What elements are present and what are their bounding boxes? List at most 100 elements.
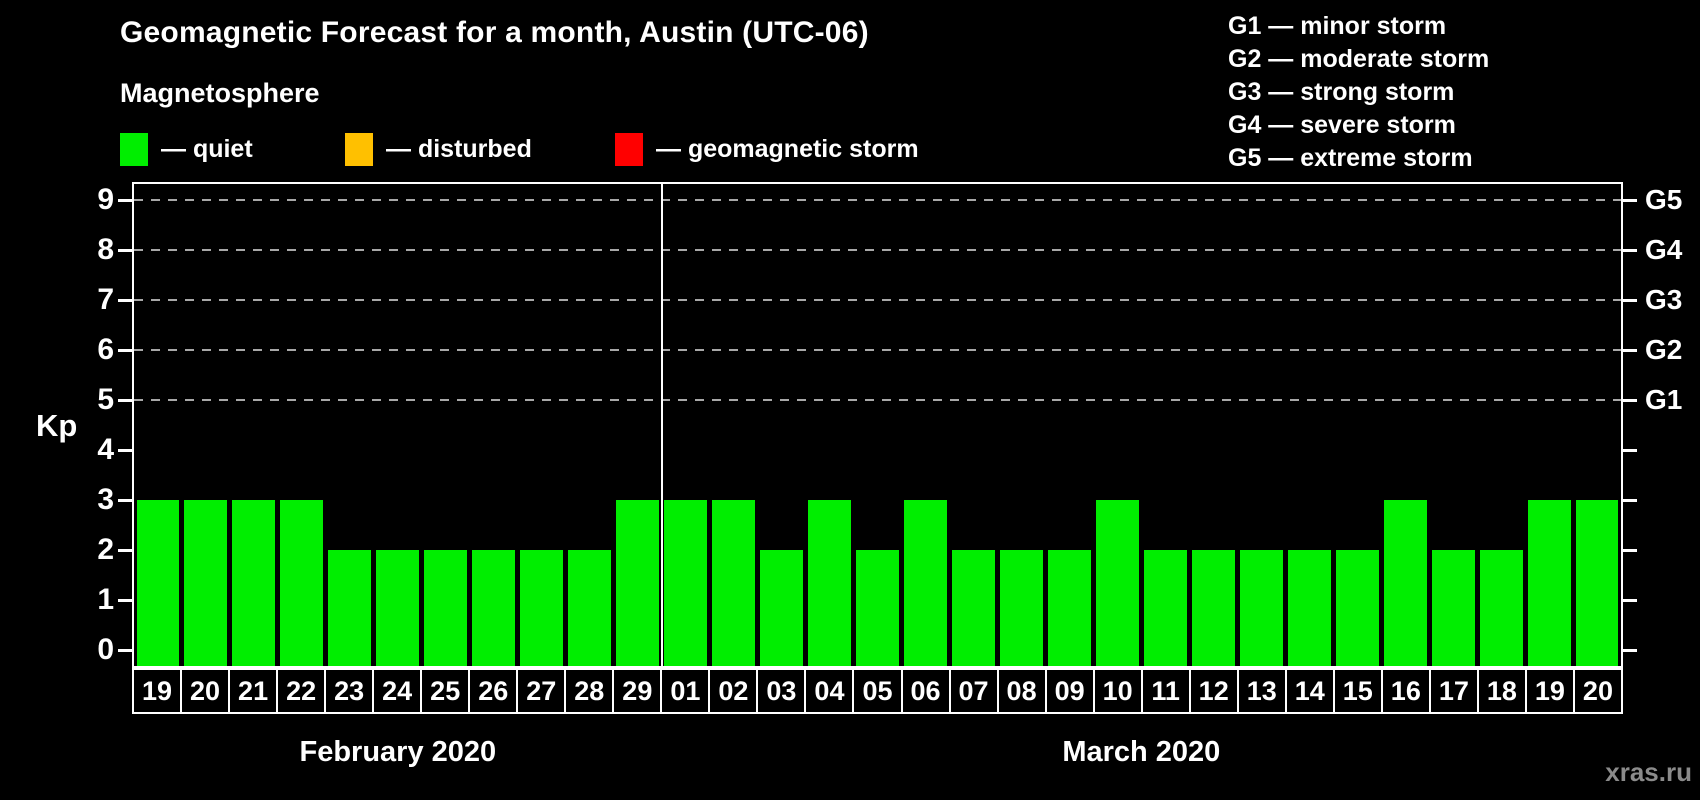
kp-bar-19 [136,500,180,666]
day-label-19: 19 [132,668,183,714]
legend-swatch-geomagnetic-storm [615,132,643,166]
right-axis-tick-2 [1623,549,1637,552]
day-label-20: 20 [1572,668,1623,714]
day-label-29: 29 [612,668,663,714]
kp-bar-26 [472,550,516,666]
gridline-kp8 [134,249,1621,251]
watermark: xras.ru [1605,757,1692,787]
y-axis-tick-4 [118,449,132,452]
y-axis-tick-3 [118,499,132,502]
y-axis-tick-8 [118,249,132,252]
day-label-15: 15 [1332,668,1383,714]
kp-bar-20 [184,500,228,666]
y-tick-label-7: 7 [97,283,114,316]
day-label-12: 12 [1188,668,1239,714]
month-label-february: February 2020 [299,736,497,768]
g-scale-legend: G1 — minor storm G2 — moderate storm G3 — … [1228,10,1489,175]
g-axis-label-g2: G2 [1645,334,1683,365]
gridline-kp6 [134,349,1621,351]
right-axis-tick-8 [1623,249,1637,252]
day-axis: 19 20 21 22 23 24 25 26 27 28 29 01 02 03 04 05 06 07 08 09… [132,668,1623,714]
kp-bar-01 [664,500,708,666]
kp-bar-17 [1431,550,1475,666]
g-legend-item-g3: G3 — strong storm [1228,78,1455,106]
kp-bar-08 [999,550,1043,666]
day-label-13: 13 [1236,668,1287,714]
y-axis-tick-7 [118,299,132,302]
kp-bar-06 [903,500,947,666]
day-label-02: 02 [708,668,759,714]
legend-label-disturbed: — disturbed [386,134,532,163]
month-separator-line [660,184,663,666]
legend-swatch-quiet [120,132,148,166]
right-axis-tick-0 [1623,649,1637,652]
right-axis-tick-5 [1623,399,1637,402]
y-tick-label-9: 9 [97,183,114,216]
g-legend-item-g5: G5 — extreme storm [1228,144,1473,172]
right-axis-tick-3 [1623,499,1637,502]
legend-label-quiet: — quiet [161,134,253,163]
kp-bar-16 [1383,500,1427,666]
day-label-03: 03 [756,668,807,714]
right-axis-tick-6 [1623,349,1637,352]
kp-bar-15 [1335,550,1379,666]
day-label-04: 04 [804,668,855,714]
month-label-march: March 2020 [1062,736,1221,768]
day-label-20: 20 [180,668,231,714]
right-axis-tick-7 [1623,299,1637,302]
kp-bar-07 [951,550,995,666]
kp-bar-22 [280,500,324,666]
y-axis-tick-1 [118,599,132,602]
kp-bar-27 [520,550,564,666]
y-axis-tick-6 [118,349,132,352]
day-label-17: 17 [1428,668,1479,714]
day-label-16: 16 [1380,668,1431,714]
kp-bar-28 [568,550,612,666]
day-label-23: 23 [324,668,375,714]
day-label-19: 19 [1524,668,1575,714]
kp-bar-23 [328,550,372,666]
legend-swatch-disturbed [345,132,373,166]
y-tick-label-4: 4 [97,433,114,466]
day-label-25: 25 [420,668,471,714]
legend-item-geomagnetic-storm: — geomagnetic storm [615,130,919,168]
y-tick-label-6: 6 [97,333,114,366]
g-axis-label-g4: G4 [1645,234,1683,265]
kp-bar-09 [1047,550,1091,666]
right-axis-tick-9 [1623,199,1637,202]
day-label-22: 22 [276,668,327,714]
right-axis-tick-4 [1623,449,1637,452]
day-label-18: 18 [1476,668,1527,714]
day-label-26: 26 [468,668,519,714]
day-label-27: 27 [516,668,567,714]
day-label-01: 01 [660,668,711,714]
kp-bar-29 [616,500,660,666]
y-tick-label-1: 1 [97,583,114,616]
g-axis-label-g1: G1 [1645,384,1683,415]
y-tick-label-5: 5 [97,383,114,416]
kp-bar-03 [760,550,804,666]
day-label-24: 24 [372,668,423,714]
day-label-07: 07 [948,668,999,714]
g-axis-label-g5: G5 [1645,184,1683,215]
kp-bar-02 [712,500,756,666]
kp-bar-20 [1575,500,1619,666]
g-axis-label-g3: G3 [1645,284,1683,315]
day-label-09: 09 [1044,668,1095,714]
chart-title: Geomagnetic Forecast for a month, Austin… [120,16,869,49]
kp-bar-14 [1287,550,1331,666]
gridline-kp5 [134,399,1621,401]
legend-item-disturbed: — disturbed [345,130,532,168]
day-label-14: 14 [1284,668,1335,714]
day-label-28: 28 [564,668,615,714]
y-axis-tick-9 [118,199,132,202]
day-label-05: 05 [852,668,903,714]
kp-bar-18 [1479,550,1523,666]
y-axis-tick-2 [118,549,132,552]
g-legend-item-g2: G2 — moderate storm [1228,45,1490,73]
kp-bar-24 [376,550,420,666]
y-axis-title: Kp [36,408,78,443]
day-label-08: 08 [996,668,1047,714]
day-label-21: 21 [228,668,279,714]
